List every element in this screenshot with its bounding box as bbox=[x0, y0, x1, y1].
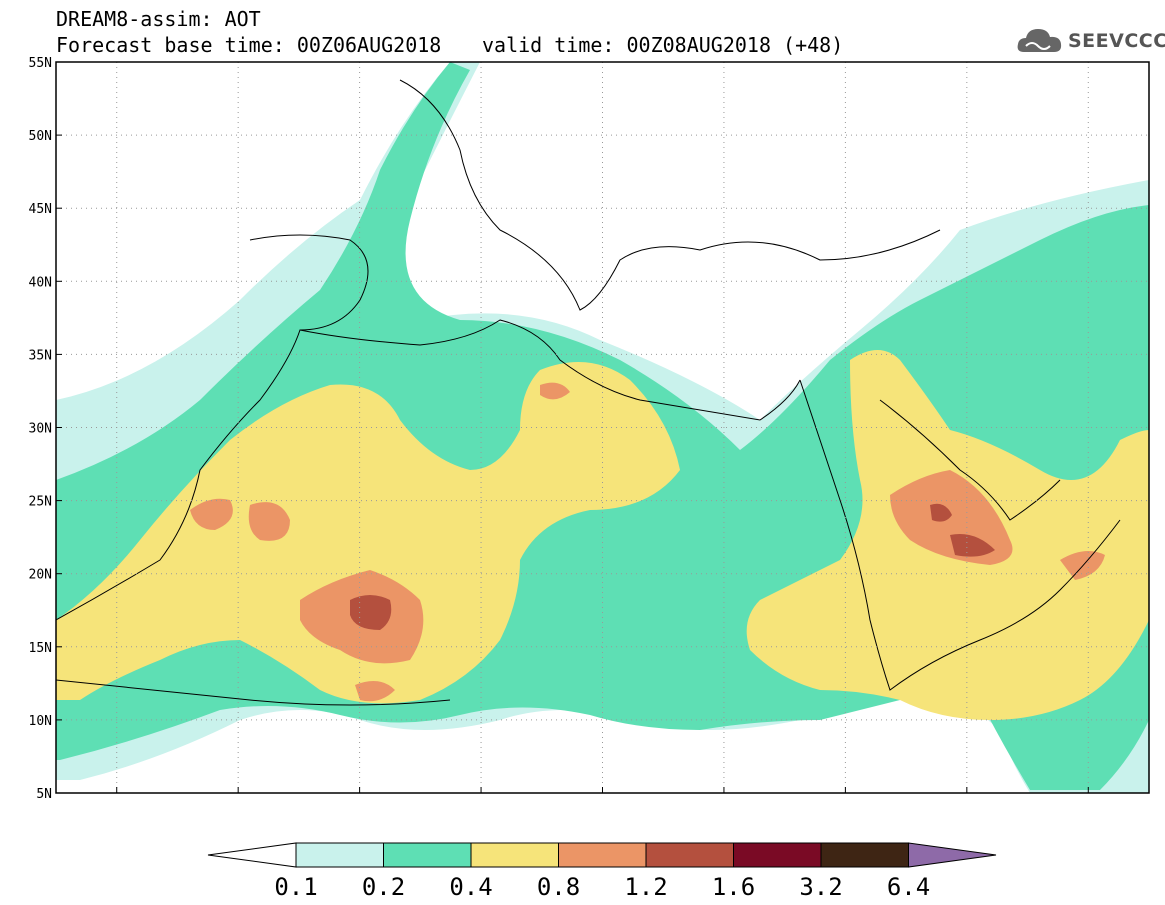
aot-map: 55N50N45N40N35N30N25N20N15N10N5N20W10W01… bbox=[29, 56, 1150, 800]
colorbar-label: 0.2 bbox=[362, 873, 405, 901]
colorbar-label: 0.1 bbox=[274, 873, 317, 901]
colorbar-swatch bbox=[383, 842, 472, 868]
colorbar-swatch bbox=[820, 842, 909, 868]
logo-text: SEEVCCC bbox=[1068, 30, 1165, 52]
colorbar-label: 0.8 bbox=[537, 873, 580, 901]
colorbar-high-arrow bbox=[908, 842, 997, 868]
coastlines bbox=[56, 79, 1121, 706]
lat-tick-label: 10N bbox=[29, 714, 52, 729]
lat-lon-grid bbox=[56, 62, 1149, 793]
cloud-icon bbox=[1017, 29, 1062, 52]
lat-tick-label: 5N bbox=[36, 787, 52, 800]
colorbar-label: 0.4 bbox=[449, 873, 492, 901]
lat-tick-label: 20N bbox=[29, 568, 52, 583]
lat-tick-label: 50N bbox=[29, 129, 52, 144]
colorbar-swatch bbox=[645, 842, 734, 868]
colorbar-label: 3.2 bbox=[799, 873, 842, 901]
colorbar-swatch bbox=[295, 842, 384, 868]
lat-tick-label: 55N bbox=[29, 56, 52, 71]
lat-tick-label: 15N bbox=[29, 641, 52, 656]
colorbar-label: 6.4 bbox=[887, 873, 930, 901]
lat-tick-label: 25N bbox=[29, 495, 52, 510]
seevccc-logo: SEEVCCC bbox=[1016, 24, 1165, 56]
lat-tick-label: 40N bbox=[29, 275, 52, 290]
lat-tick-label: 45N bbox=[29, 202, 52, 217]
colorbar-label: 1.6 bbox=[712, 873, 755, 901]
lat-tick-label: 35N bbox=[29, 348, 52, 363]
colorbar-swatch bbox=[470, 842, 559, 868]
colorbar-swatch bbox=[558, 842, 647, 868]
forecast-base-time: Forecast base time: 00Z06AUG2018 bbox=[56, 33, 442, 57]
colorbar-swatch bbox=[733, 842, 822, 868]
lat-tick-label: 30N bbox=[29, 422, 52, 437]
aot-contour-0.4-west bbox=[56, 362, 680, 704]
map-title: DREAM8-assim: AOT bbox=[56, 7, 261, 31]
axis-labels: 55N50N45N40N35N30N25N20N15N10N5N20W10W01… bbox=[29, 56, 1089, 800]
colorbar-low-arrow bbox=[207, 842, 297, 868]
valid-time: valid time: 00Z08AUG2018 (+48) bbox=[482, 33, 844, 57]
colorbar-label: 1.2 bbox=[624, 873, 667, 901]
